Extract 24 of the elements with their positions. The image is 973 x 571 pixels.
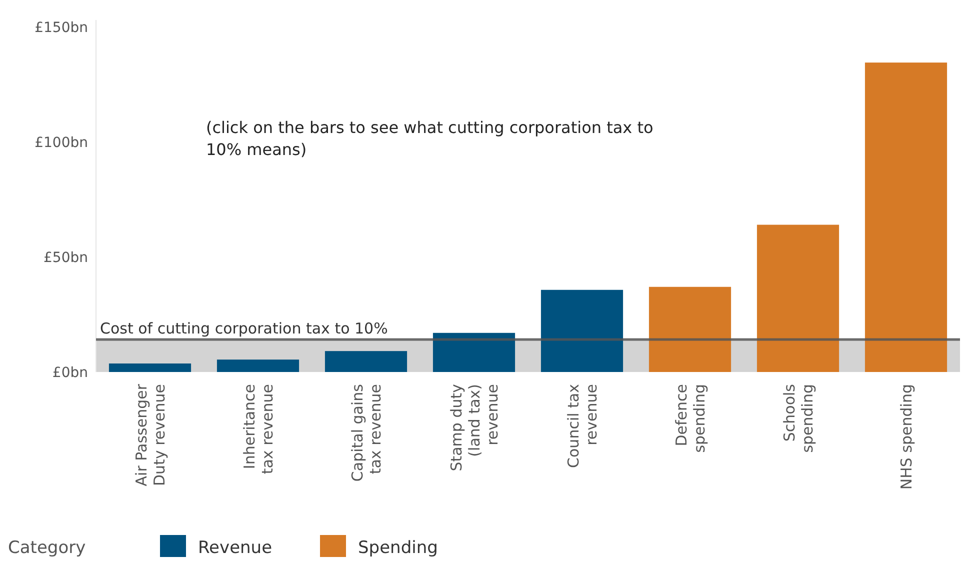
legend-label: Revenue <box>198 538 272 558</box>
bar <box>864 62 948 372</box>
y-tick-label: £100bn <box>34 134 88 151</box>
bar <box>648 286 732 372</box>
y-tick-label: £150bn <box>34 20 88 36</box>
y-tick-label: £50bn <box>44 250 88 266</box>
x-tick-label: NHS spending <box>897 384 916 490</box>
bar <box>432 332 516 372</box>
x-tick-label: Inheritance tax revenue <box>240 384 276 474</box>
annotation: (click on the bars to see what cutting corporation tax to 10% means) <box>206 118 654 159</box>
bar <box>756 224 840 372</box>
bar <box>108 363 192 372</box>
y-tick-label: £0bn <box>52 364 88 381</box>
bar <box>540 290 624 372</box>
x-tick-label: Council tax revenue <box>564 384 600 468</box>
ref-line-label: Cost of cutting corporation tax to 10% <box>100 320 388 338</box>
bar <box>324 351 408 372</box>
x-tick-label: Schools spending <box>780 384 816 453</box>
legend-title: Category <box>8 538 86 558</box>
legend-label: Spending <box>358 538 438 558</box>
x-tick-label: Defence spending <box>672 384 708 453</box>
x-tick-label: Air Passenger Duty revenue <box>132 383 168 486</box>
bar <box>216 360 300 372</box>
x-tick-label: Stamp duty (land tax) revenue <box>447 384 502 472</box>
